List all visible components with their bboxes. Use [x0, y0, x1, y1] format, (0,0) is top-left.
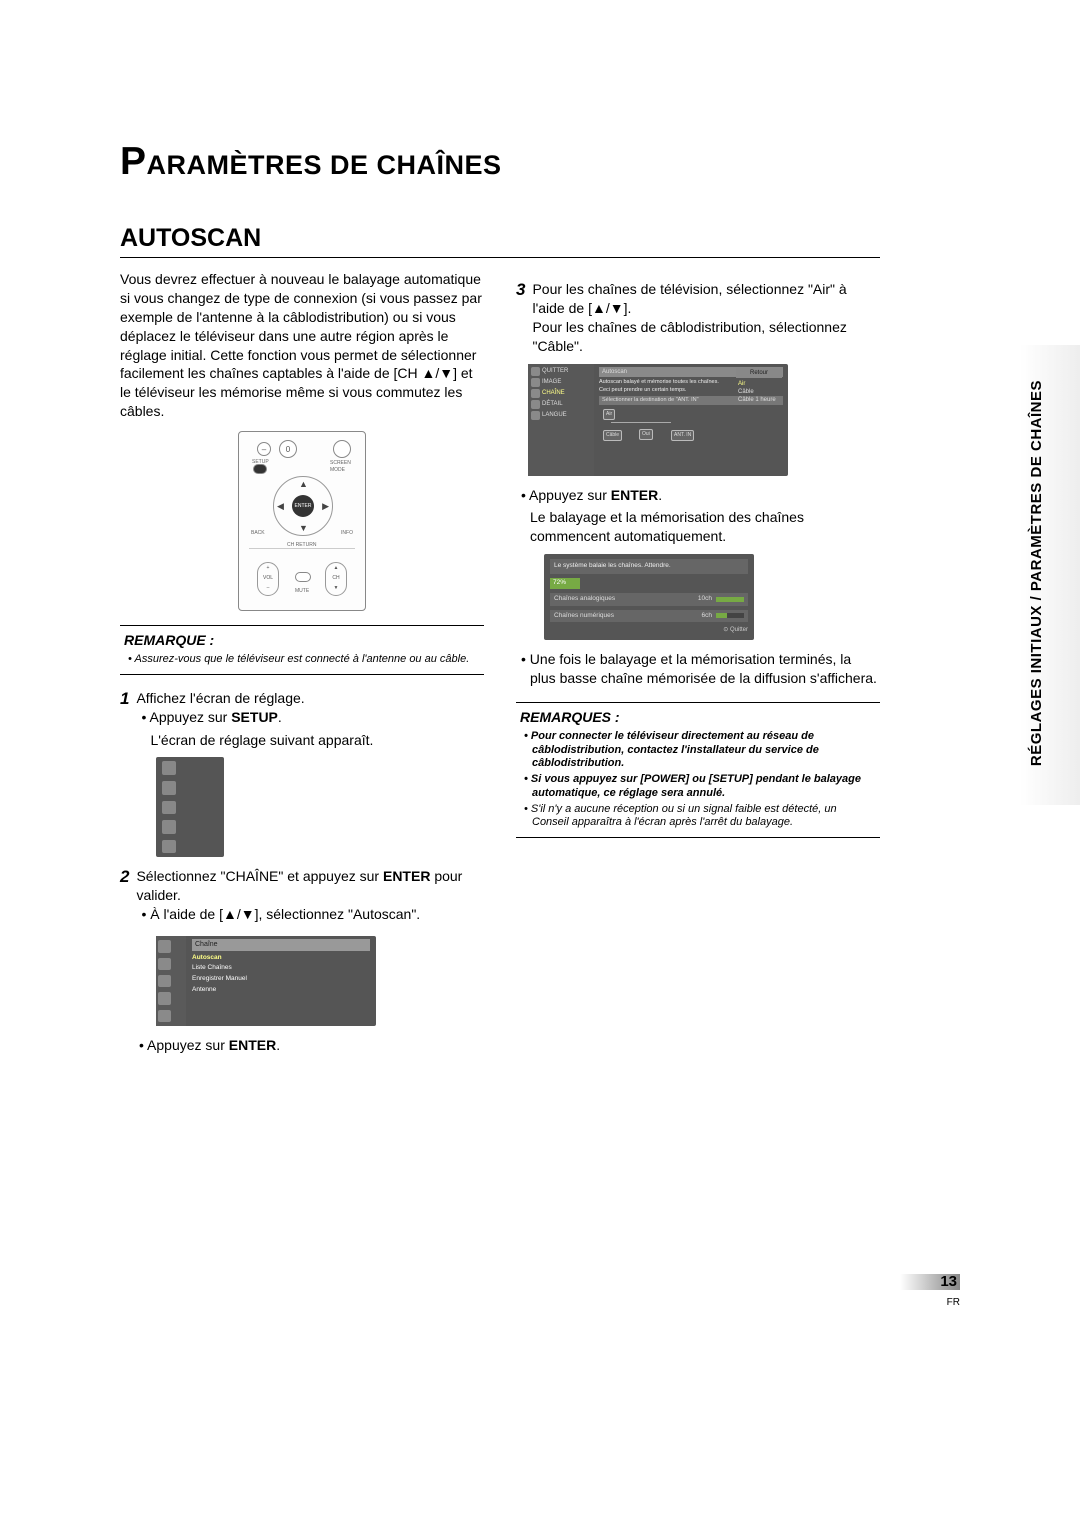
step3-text1: Pour les chaînes de télévision, sélectio…	[532, 281, 846, 316]
intro-paragraph: Vous devrez effectuer à nouveau le balay…	[120, 270, 484, 421]
page-content: PARAMÈTRES DE CHAÎNES AUTOSCAN Vous devr…	[120, 140, 880, 1059]
page-number-area: 13 FR	[900, 1274, 960, 1308]
note-item: Si vous appuyez sur [POWER] ou [SETUP] p…	[532, 773, 876, 801]
step2-bullet2: Appuyez sur ENTER.	[148, 1036, 484, 1055]
title-first-letter: P	[120, 140, 147, 183]
title-rest: ARAMÈTRES DE CHAÎNES	[147, 150, 502, 180]
vol-rocker-icon: + VOL –	[257, 562, 279, 596]
mute-button-icon	[295, 572, 311, 582]
mute-label: MUTE	[295, 588, 309, 595]
ch-rocker-icon: ▲ CH ▼	[325, 562, 347, 596]
note-title: REMARQUES :	[520, 708, 876, 727]
scan-message: Le système balaie les chaînes. Attendre.	[550, 559, 748, 574]
menu-item: Enregistrer Manuel	[192, 974, 370, 985]
step1-text: Affichez l'écran de réglage.	[136, 690, 304, 706]
remote-diagram: – 0 SCREEN MODE SETUP ▲ ▼ ◀ ▶ ENTER BACK…	[238, 431, 366, 611]
side-tab-label: RÉGLAGES INITIAUX / PARAMÈTRES DE CHAÎNE…	[1028, 380, 1045, 766]
menu-item: Liste Chaînes	[192, 963, 370, 974]
note-item: Assurez-vous que le téléviseur est conne…	[136, 653, 480, 667]
enter-button-icon: ENTER	[292, 495, 314, 517]
menu-header: Chaîne	[192, 939, 370, 950]
chaine-menu-screenshot: Chaîne Autoscan Liste Chaînes Enregistre…	[156, 936, 376, 1026]
scan-progress-screenshot: Le système balaie les chaînes. Attendre.…	[544, 554, 754, 640]
language-code: FR	[900, 1297, 960, 1308]
step3-bullet2: Une fois le balayage et la mémorisation …	[530, 650, 880, 688]
step3-text2: Pour les chaînes de câblodistribution, s…	[532, 318, 880, 356]
step2-bullet1: À l'aide de [▲/▼], sélectionnez "Autosca…	[150, 905, 484, 924]
step-number: 3	[516, 280, 525, 356]
step3-line1: Le balayage et la mémorisation des chaîn…	[530, 508, 880, 546]
step-number: 1	[120, 689, 129, 750]
minus-button-icon: –	[257, 442, 271, 456]
digital-label: Chaînes numériques	[554, 612, 614, 621]
scan-percent: 72%	[550, 578, 580, 589]
dpad: ▲ ▼ ◀ ▶ ENTER	[273, 476, 333, 536]
chapter-title: PARAMÈTRES DE CHAÎNES	[120, 140, 880, 184]
note-box-2: REMARQUES : Pour connecter le téléviseur…	[516, 702, 880, 838]
menu-item: Autoscan	[192, 953, 370, 964]
right-column: 3 Pour les chaînes de télévision, sélect…	[516, 270, 880, 1059]
note-item: Pour connecter le téléviseur directement…	[532, 730, 876, 771]
zero-button-icon: 0	[279, 440, 297, 458]
left-column: Vous devrez effectuer à nouveau le balay…	[120, 270, 484, 1059]
note-item: S'il n'y a aucune réception ou si un sig…	[532, 803, 876, 831]
setup-screen-icon	[156, 757, 224, 857]
menu-item: Antenne	[192, 985, 370, 996]
screen-mode-icon	[333, 440, 351, 458]
screen-mode-label: SCREEN MODE	[330, 460, 365, 474]
step2-text: Sélectionnez "CHAÎNE" et appuyez sur ENT…	[136, 868, 462, 903]
step3-bullet1: Appuyez sur ENTER.	[530, 486, 880, 505]
step1-line2: L'écran de réglage suivant apparaît.	[150, 731, 484, 750]
analog-label: Chaînes analogiques	[554, 595, 615, 604]
page-number: 13	[940, 1273, 957, 1290]
info-label: INFO	[341, 530, 353, 537]
note-box-1: REMARQUE : Assurez-vous que le téléviseu…	[120, 625, 484, 675]
autoscan-menu-screenshot: QUITTER IMAGE CHAÎNE DÉTAIL LANGUE Autos…	[528, 364, 788, 476]
setup-label: SETUP	[252, 459, 269, 466]
step1-bullet1: Appuyez sur SETUP.	[150, 708, 484, 727]
back-label: BACK	[251, 530, 265, 537]
note-title: REMARQUE :	[124, 631, 480, 650]
quit-label: ⊙ Quitter	[550, 626, 748, 634]
step-number: 2	[120, 867, 129, 928]
section-title: AUTOSCAN	[120, 224, 880, 258]
